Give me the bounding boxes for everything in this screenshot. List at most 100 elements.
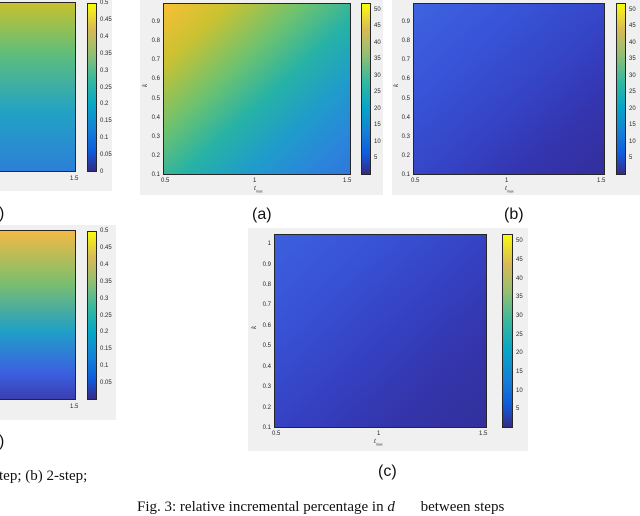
y-tick-label: 0.9 [151, 19, 160, 25]
y-tick-label: 0.5 [401, 96, 410, 102]
colorbar-tick-label: 25 [516, 332, 523, 338]
colorbar-tick-label: 0.15 [100, 118, 112, 124]
y-tick-label: 0.7 [401, 57, 410, 63]
colorbar-tick-label: 50 [516, 238, 523, 244]
y-tick-label: 0.6 [262, 323, 271, 329]
colorbar-tick-label: 0.4 [100, 262, 109, 268]
y-tick-label: 1 [267, 241, 271, 247]
panel-a-caption: (a) [252, 206, 272, 223]
panel-c-caption: (c) [378, 463, 397, 480]
colorbar-tick-label: 0.2 [100, 101, 109, 107]
colorbar-tick-label: 20 [374, 106, 381, 112]
y-tick-label: 0.2 [262, 405, 271, 411]
y-tick-label: 0.3 [401, 134, 410, 140]
left-bottom-heatmap [0, 230, 76, 400]
colorbar-tick-label: 0.45 [100, 245, 112, 251]
panel-b-y-axis-label: k [392, 83, 401, 88]
colorbar-tick-label: 0.35 [100, 51, 112, 57]
y-tick-label: 0.7 [151, 57, 160, 63]
colorbar-tick-label: 30 [516, 313, 523, 319]
panel-a-heatmap [163, 3, 351, 175]
y-tick-label: 0.1 [151, 172, 160, 178]
figure-caption: Fig. 3: relative incremental percentage … [137, 499, 504, 516]
colorbar-tick-label: 0.05 [100, 152, 112, 158]
panel-c-colorbar [502, 234, 513, 428]
colorbar-tick-label: 0.1 [100, 363, 109, 369]
y-tick-label: 0.2 [401, 153, 410, 159]
colorbar-tick-label: 0.5 [100, 0, 109, 6]
left-top-figure-panel: 1.5 0.5 0.45 0.4 0.35 0.3 0.25 0.2 0.15 0.1 0.05 0 [0, 0, 112, 191]
colorbar-tick-label: 5 [629, 155, 633, 161]
colorbar-tick-label: 35 [629, 56, 636, 62]
colorbar-tick-label: 15 [516, 369, 523, 375]
colorbar-tick-label: 0.1 [100, 135, 109, 141]
y-tick-label: 0.6 [151, 76, 160, 82]
panel-b: tmax k 50 45 40 35 30 25 20 15 10 5 0.9 0.8 0.7 0.6 0.… [392, 0, 640, 195]
figure-caption-suffix: between steps [420, 499, 505, 515]
y-tick-label: 0.3 [151, 134, 160, 140]
previous-figure-caption-fragment: tep; (b) 2-step; [0, 468, 88, 484]
left-bottom-x-tick-label: 1.5 [70, 404, 79, 410]
colorbar-tick-label: 20 [516, 350, 523, 356]
y-tick-label: 0.9 [262, 262, 271, 268]
x-tick-label: 1.5 [597, 178, 606, 184]
y-tick-label: 0.1 [401, 172, 410, 178]
y-tick-label: 0.8 [401, 38, 410, 44]
colorbar-tick-label: 35 [374, 56, 381, 62]
y-tick-label: 0.8 [151, 38, 160, 44]
colorbar-tick-label: 25 [629, 89, 636, 95]
figure-caption-prefix: Fig. 3: relative incremental percentage … [137, 499, 384, 515]
x-tick-label: 1.5 [479, 431, 488, 437]
panel-b-caption: (b) [504, 206, 524, 223]
panel-b-x-axis-label: tmax [505, 184, 514, 194]
y-tick-label: 0.5 [262, 343, 271, 349]
colorbar-tick-label: 0.5 [100, 228, 109, 234]
colorbar-tick-label: 5 [516, 406, 520, 412]
colorbar-tick-label: 50 [374, 7, 381, 13]
y-tick-label: 0.1 [262, 425, 271, 431]
colorbar-tick-label: 0.05 [100, 380, 112, 386]
colorbar-tick-label: 0.45 [100, 17, 112, 23]
y-tick-label: 0.3 [262, 384, 271, 390]
left-top-caption-fragment: ) [0, 205, 4, 223]
colorbar-tick-label: 0.3 [100, 296, 109, 302]
y-tick-label: 0.8 [262, 282, 271, 288]
x-tick-label: 0.5 [161, 178, 170, 184]
colorbar-tick-label: 0.4 [100, 34, 109, 40]
colorbar-tick-label: 10 [629, 139, 636, 145]
panel-c: tmax k 50 45 40 35 30 25 20 15 10 5 1 0.9 0.8 0.7 0.6 0… [248, 228, 528, 451]
colorbar-tick-label: 30 [374, 73, 381, 79]
x-tick-label: 0.5 [411, 178, 420, 184]
colorbar-tick-label: 35 [516, 294, 523, 300]
y-tick-label: 0.2 [151, 153, 160, 159]
colorbar-tick-label: 40 [516, 276, 523, 282]
colorbar-tick-label: 10 [374, 139, 381, 145]
colorbar-tick-label: 50 [629, 7, 636, 13]
colorbar-tick-label: 45 [516, 257, 523, 263]
panel-a: tmax k 50 45 40 35 30 25 20 15 10 5 0.9 0.8 0.7 0.6 0.… [140, 0, 383, 195]
left-top-colorbar [87, 3, 97, 172]
colorbar-tick-label: 0.35 [100, 279, 112, 285]
x-tick-label: 0.5 [272, 431, 281, 437]
colorbar-tick-label: 20 [629, 106, 636, 112]
x-tick-label: 1 [505, 178, 509, 184]
colorbar-tick-label: 5 [374, 155, 378, 161]
colorbar-tick-label: 25 [374, 89, 381, 95]
y-tick-label: 0.9 [401, 19, 410, 25]
panel-a-x-axis-label: tmax [254, 184, 263, 194]
x-tick-label: 1 [253, 178, 257, 184]
colorbar-tick-label: 40 [629, 40, 636, 46]
y-tick-label: 0.7 [262, 302, 271, 308]
colorbar-tick-label: 45 [629, 23, 636, 29]
left-top-heatmap [0, 2, 76, 172]
colorbar-tick-label: 15 [629, 122, 636, 128]
y-tick-label: 0.4 [401, 115, 410, 121]
panel-c-heatmap [274, 234, 487, 428]
panel-b-heatmap [413, 3, 605, 175]
colorbar-tick-label: 40 [374, 40, 381, 46]
left-bottom-figure-panel: 1.5 0.5 0.45 0.4 0.35 0.3 0.25 0.2 0.15 0.1 0.05 [0, 225, 116, 420]
colorbar-tick-label: 10 [516, 388, 523, 394]
x-tick-label: 1 [377, 431, 381, 437]
left-bottom-colorbar [87, 231, 97, 400]
colorbar-tick-label: 0.25 [100, 313, 112, 319]
